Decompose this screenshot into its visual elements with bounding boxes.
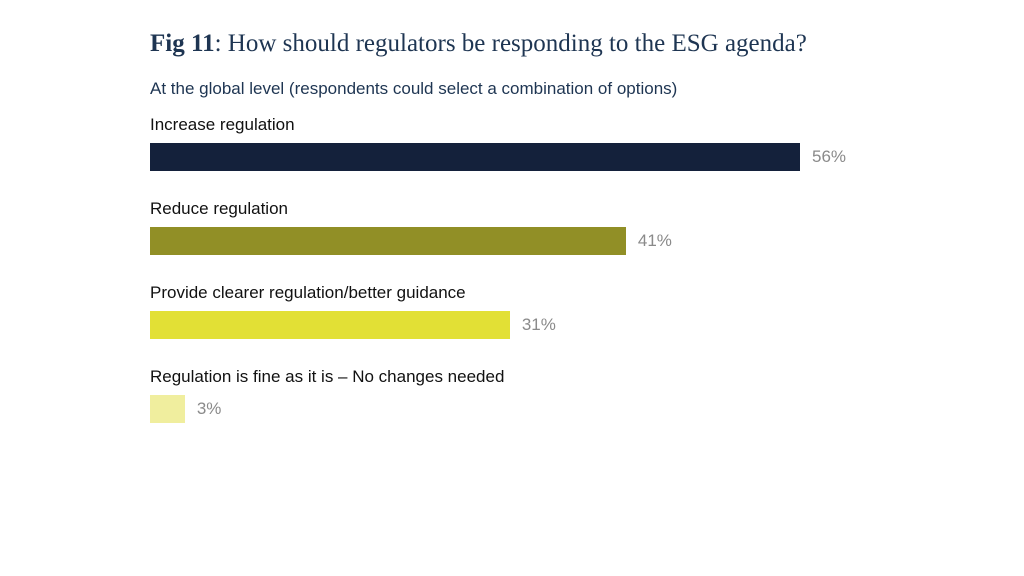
figure-title-text: How should regulators be responding to t… (228, 30, 807, 57)
bar-row: Provide clearer regulation/better guidan… (150, 283, 874, 339)
bar-fill (150, 227, 626, 255)
bar-row: Increase regulation 56% (150, 115, 874, 171)
bar-track: 3% (150, 395, 874, 423)
bar-label: Increase regulation (150, 115, 874, 135)
figure-number: Fig 11 (150, 30, 215, 57)
bar-fill (150, 143, 800, 171)
bar-fill (150, 395, 185, 423)
bar-value: 56% (812, 147, 846, 167)
figure-separator: : (215, 30, 228, 57)
bar-value: 41% (638, 231, 672, 251)
bar-track: 31% (150, 311, 874, 339)
bar-fill (150, 311, 510, 339)
bar-row: Regulation is fine as it is – No changes… (150, 367, 874, 423)
bar-value: 3% (197, 399, 222, 419)
bar-chart: Increase regulation 56% Reduce regulation 4… (150, 115, 874, 423)
bar-label: Provide clearer regulation/better guidan… (150, 283, 874, 303)
bar-label: Regulation is fine as it is – No changes… (150, 367, 874, 387)
bar-track: 56% (150, 143, 874, 171)
bar-value: 31% (522, 315, 556, 335)
bar-row: Reduce regulation 41% (150, 199, 874, 255)
figure-container: Fig 11: How should regulators be respond… (0, 0, 1024, 423)
bar-track: 41% (150, 227, 874, 255)
bar-label: Reduce regulation (150, 199, 874, 219)
figure-subtitle: At the global level (respondents could s… (150, 79, 874, 99)
figure-title: Fig 11: How should regulators be respond… (150, 28, 874, 61)
